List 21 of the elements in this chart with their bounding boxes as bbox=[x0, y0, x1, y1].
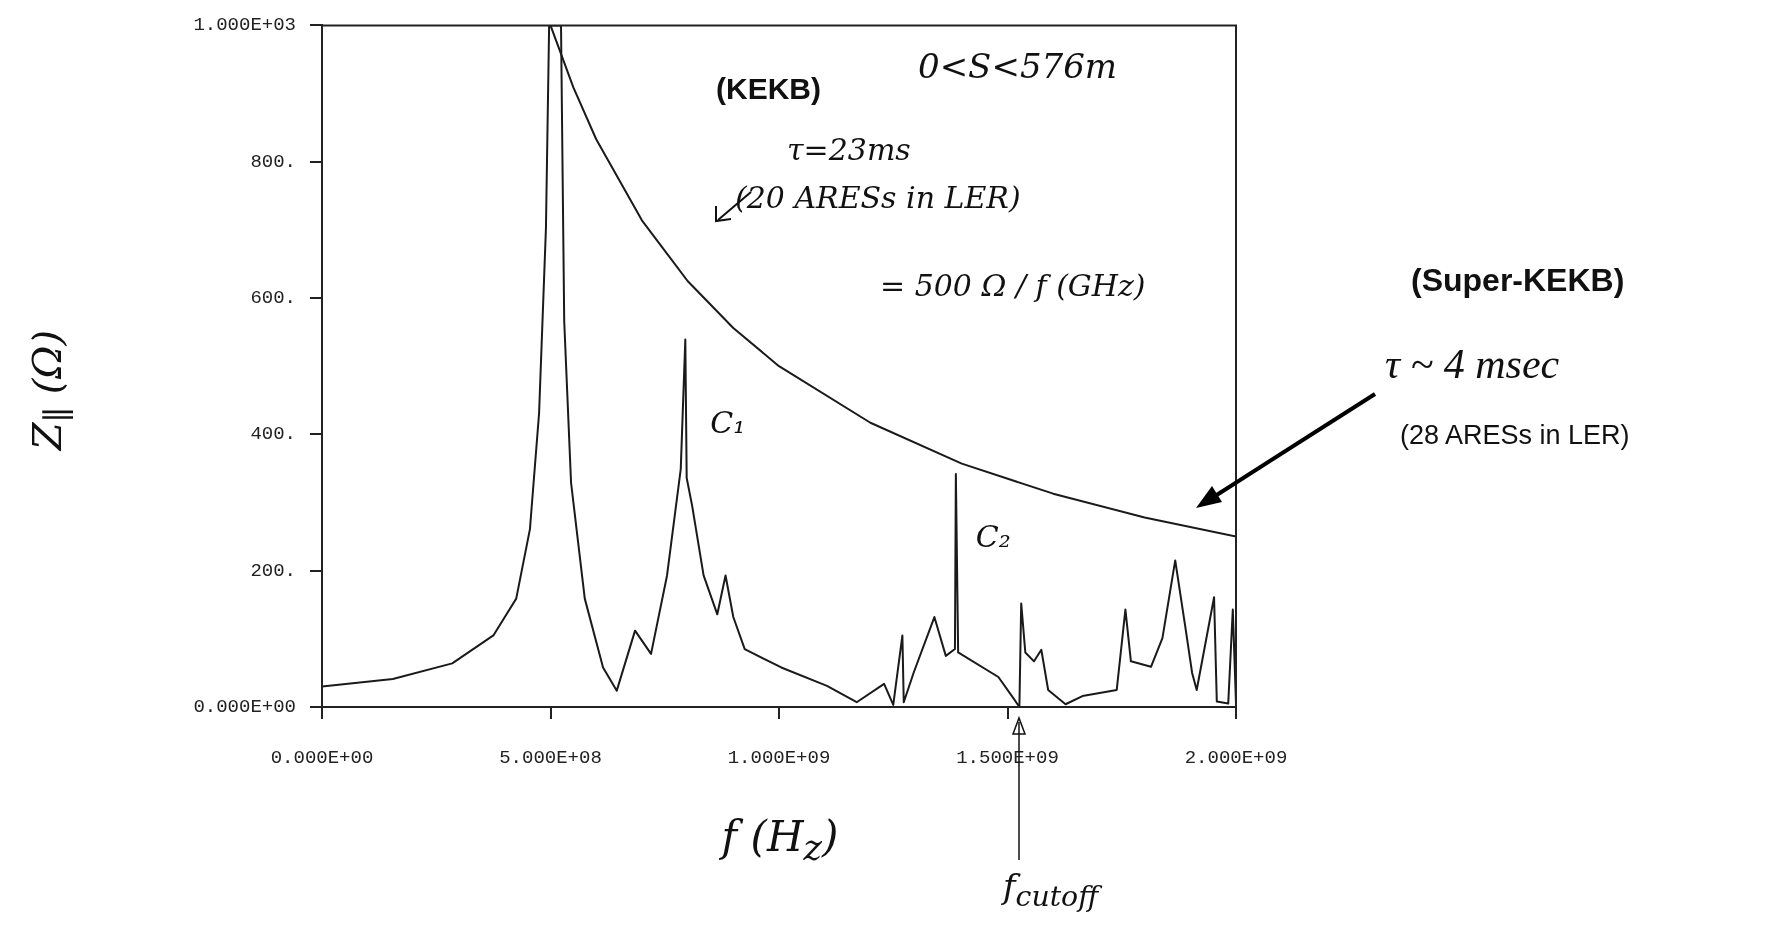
text: (Super-KEKB) bbox=[1411, 262, 1625, 299]
y-tick-label: 200. bbox=[250, 559, 296, 582]
y-tick-label: 0.000E+00 bbox=[193, 696, 296, 719]
y-tick-label: 600. bbox=[250, 287, 296, 310]
y-tick-label: 400. bbox=[250, 423, 296, 446]
annotation: (20 ARESs in LER) bbox=[735, 180, 1021, 215]
y-tick-label: 800. bbox=[250, 150, 296, 173]
annotation: C₂ bbox=[975, 518, 1011, 554]
annotation: = 500 Ω / f (GHz) bbox=[880, 268, 1146, 303]
x-tick-label: 2.000E+09 bbox=[1184, 747, 1288, 770]
y-tick-label: 1.000E+03 bbox=[193, 14, 296, 37]
annotation: C₁ bbox=[710, 404, 746, 440]
x-tick-label: 1.000E+09 bbox=[727, 747, 831, 770]
annotation: (KEKB) bbox=[716, 72, 821, 106]
text: (28 ARESs in LER) bbox=[1400, 420, 1630, 451]
text: τ ~ 4 msec bbox=[1385, 340, 1560, 388]
x-tick-label: 5.000E+08 bbox=[499, 747, 602, 770]
annotation: 0<S<576m bbox=[918, 46, 1118, 86]
x-tick-label: 0.000E+00 bbox=[270, 747, 374, 770]
annotation: τ=23ms bbox=[787, 132, 911, 167]
x-axis-title: f (H$_{z}$) bbox=[721, 811, 839, 869]
